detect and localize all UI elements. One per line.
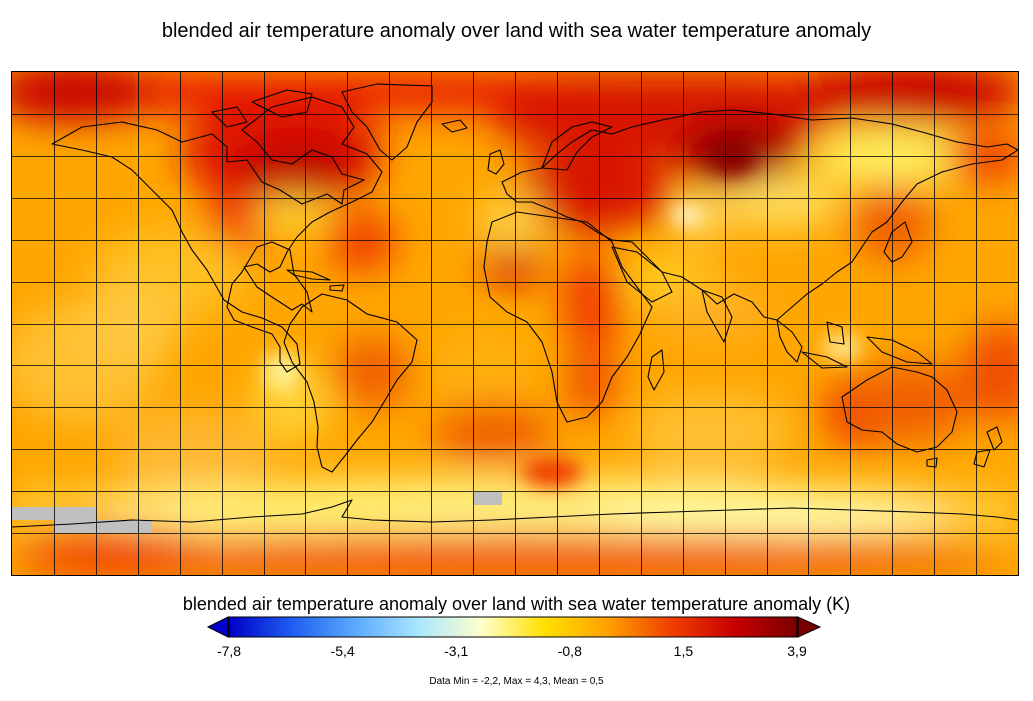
colorbar-tick-label: -3,1 <box>444 643 469 659</box>
colorbar-label: blended air temperature anomaly over lan… <box>182 594 851 614</box>
map-title: blended air temperature anomaly over lan… <box>161 20 872 42</box>
colorbar-under-arrow <box>206 616 229 638</box>
gridlines <box>12 72 1018 575</box>
colorbar <box>206 616 822 638</box>
colorbar-over-arrow <box>797 616 822 638</box>
colorbar-gradient <box>228 616 798 638</box>
anomaly-field-highlights <box>264 139 862 487</box>
colorbar-tick-label: -0,8 <box>557 643 582 659</box>
colorbar-tick-label: 3,9 <box>787 643 807 659</box>
anomaly-map <box>11 71 1019 576</box>
colorbar-tick-label: -5,4 <box>330 643 355 659</box>
colorbar-tick-label: 1,5 <box>673 643 694 659</box>
colorbar-tick-label: -7,8 <box>216 643 242 659</box>
data-statistics: Data Min = -2,2, Max = 4,3, Mean = 0,5 <box>429 676 604 687</box>
